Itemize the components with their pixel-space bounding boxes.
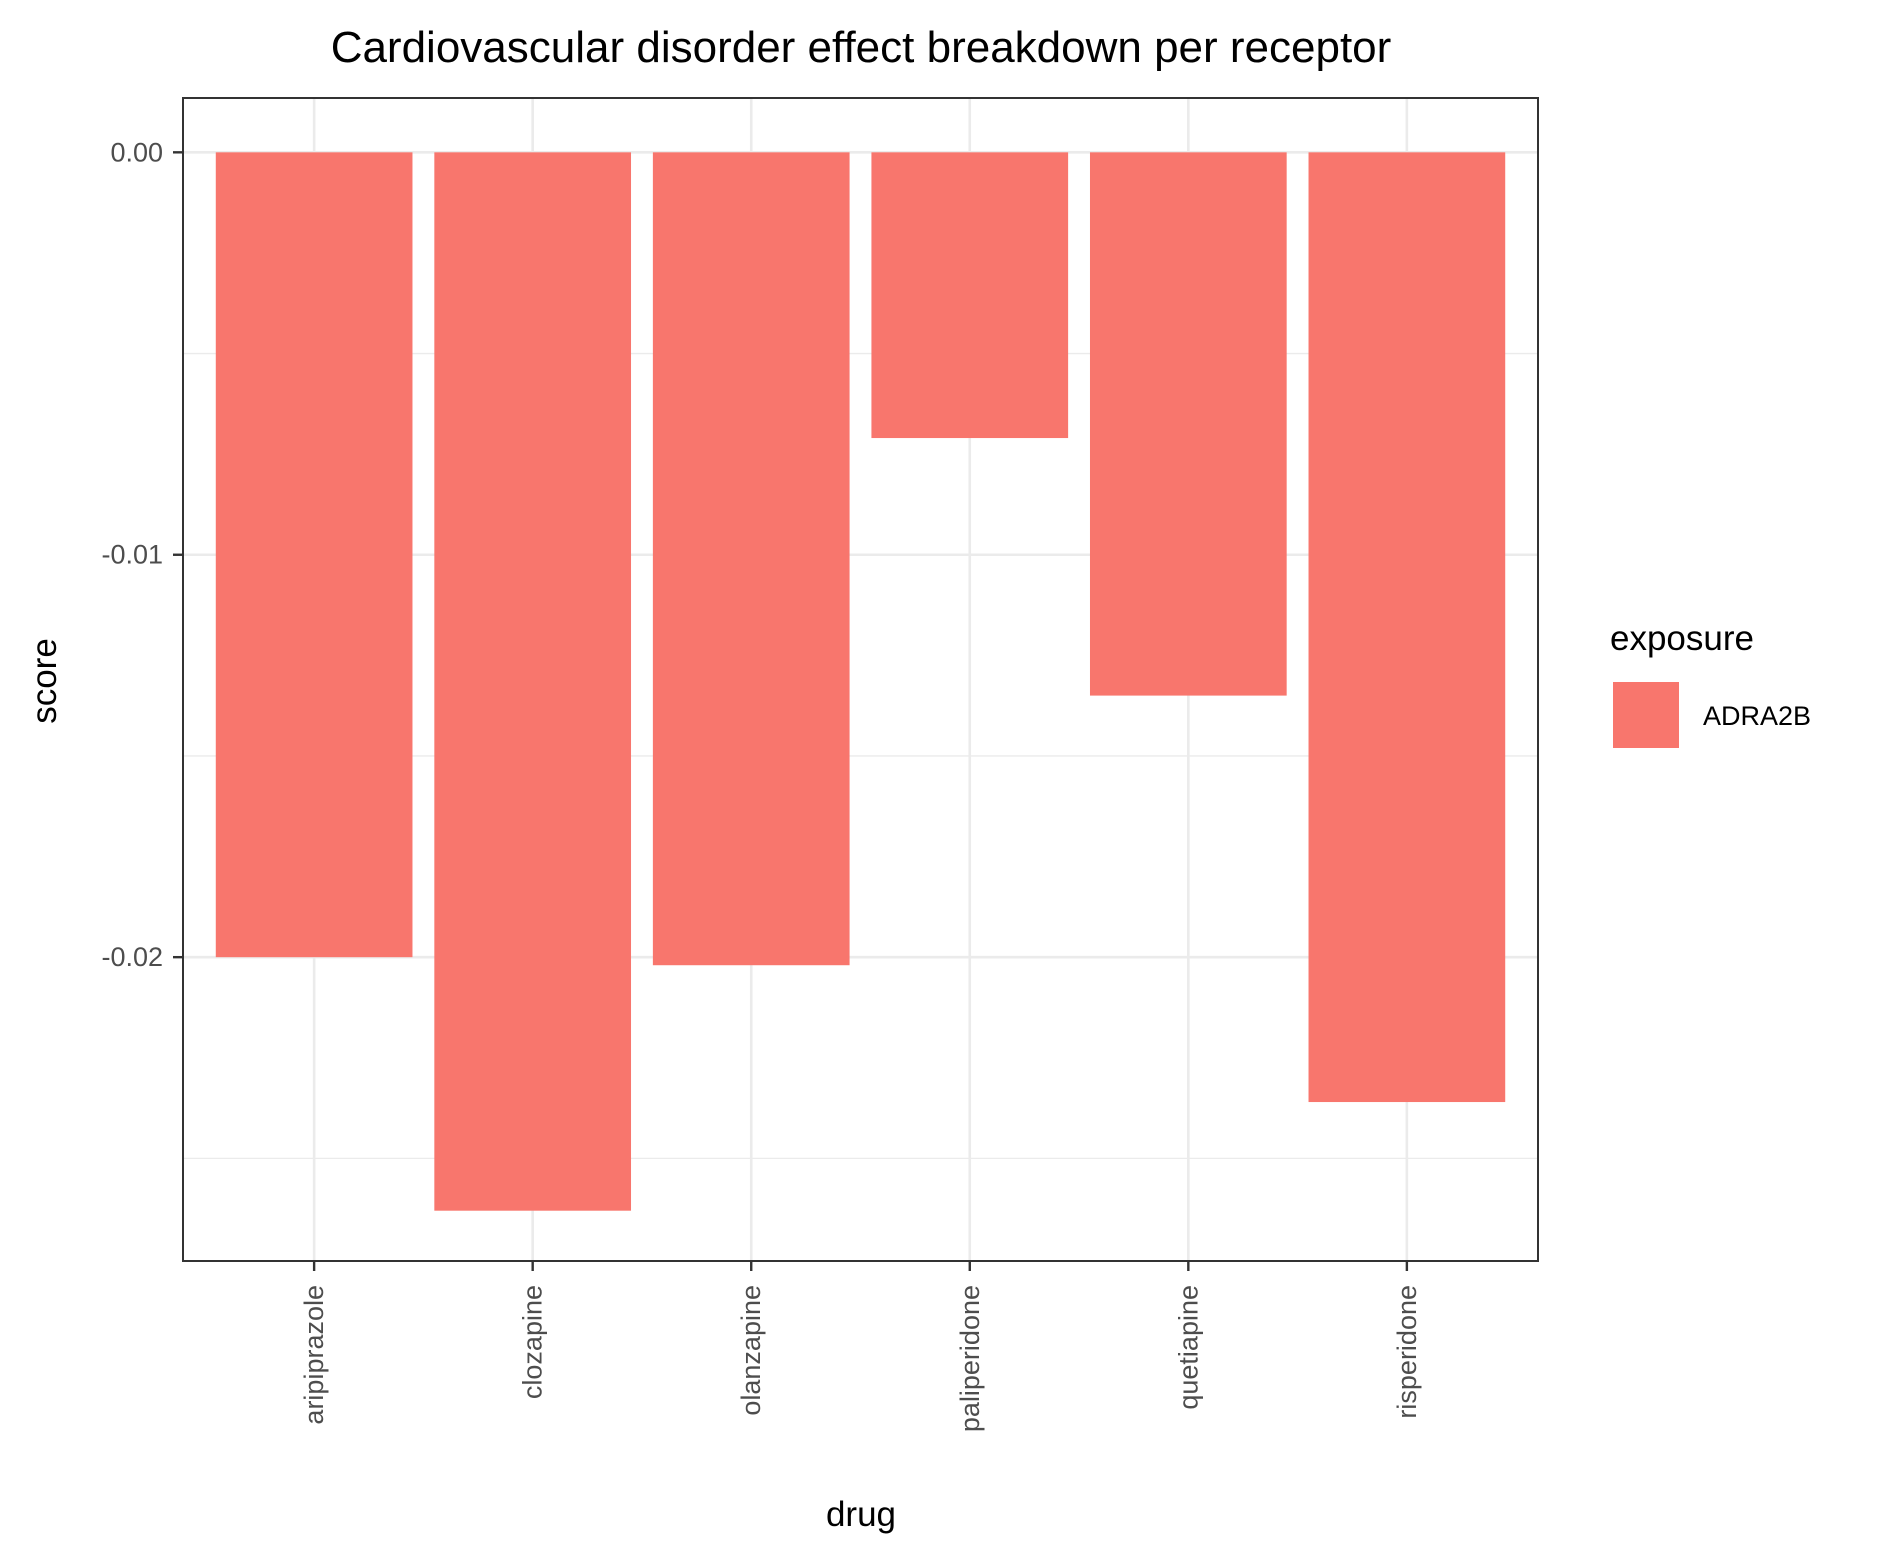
y-axis-title: score <box>25 638 64 724</box>
bars <box>215 152 1506 1211</box>
y-tick-label-1: -0.01 <box>101 540 163 570</box>
bar-quetiapine <box>1089 152 1287 696</box>
legend-title: exposure <box>1610 619 1754 658</box>
x-tick-label-paliperidone: paliperidone <box>955 1285 985 1432</box>
x-axis-title: drug <box>826 1495 896 1534</box>
x-tick-label-clozapine: clozapine <box>518 1285 548 1399</box>
bar-risperidone <box>1308 152 1506 1103</box>
chart-title: Cardiovascular disorder effect breakdown… <box>331 23 1392 72</box>
x-tick-label-aripiprazole: aripiprazole <box>299 1285 329 1425</box>
bar-paliperidone <box>871 152 1069 439</box>
y-tick-label-0: 0.00 <box>110 137 163 167</box>
bar-olanzapine <box>652 152 850 966</box>
y-axis: 0.00 -0.01 -0.02 <box>101 137 183 972</box>
x-axis: aripiprazole clozapine olanzapine paliperid… <box>299 1261 1422 1432</box>
x-tick-label-risperidone: risperidone <box>1392 1285 1422 1419</box>
x-tick-label-olanzapine: olanzapine <box>736 1285 766 1416</box>
legend-swatch-adra2b <box>1613 682 1679 748</box>
bar-aripiprazole <box>215 152 413 958</box>
bar-clozapine <box>434 152 632 1211</box>
panel-border <box>182 97 1539 1262</box>
legend-label-adra2b: ADRA2B <box>1703 701 1811 731</box>
y-tick-label-2: -0.02 <box>101 942 163 972</box>
legend: exposure ADRA2B <box>1610 619 1811 748</box>
x-tick-label-quetiapine: quetiapine <box>1173 1285 1203 1410</box>
